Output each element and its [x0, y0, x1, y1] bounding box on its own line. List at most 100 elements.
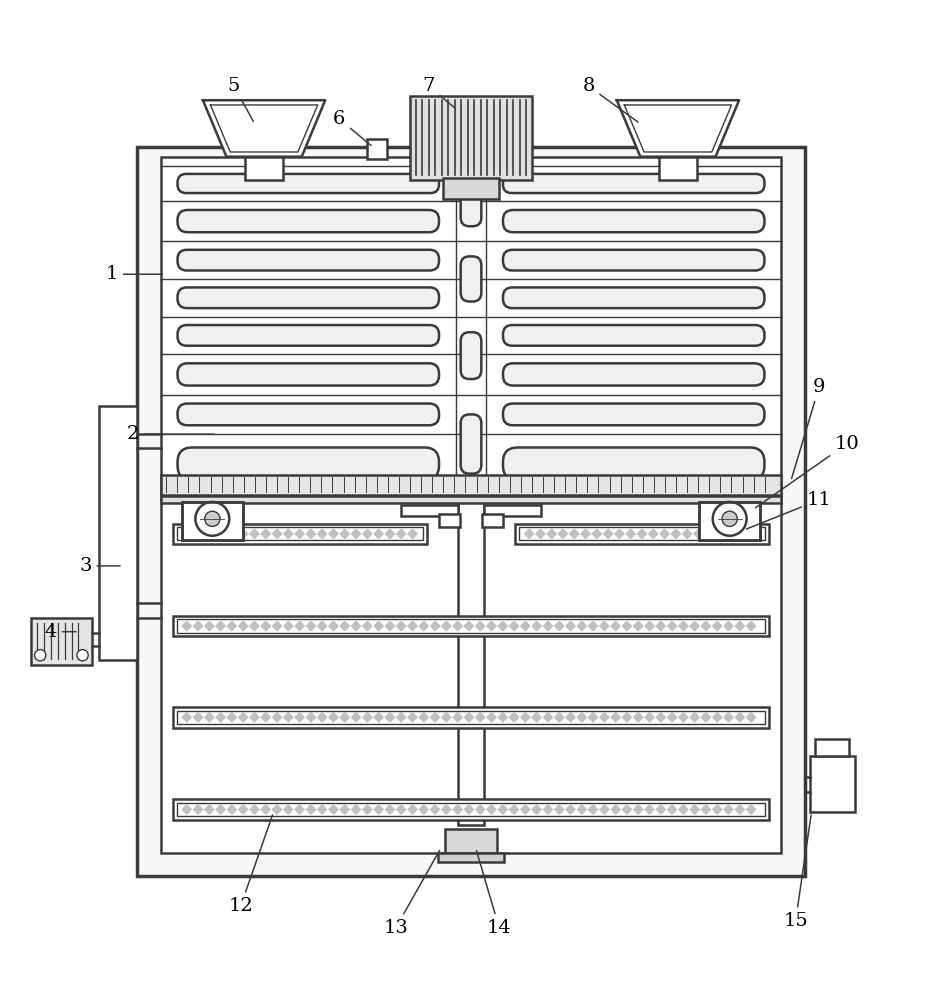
Polygon shape — [216, 529, 225, 539]
Polygon shape — [329, 713, 338, 722]
Polygon shape — [374, 713, 383, 722]
Bar — [176, 711, 766, 724]
Polygon shape — [295, 805, 304, 814]
Polygon shape — [284, 713, 293, 722]
Bar — [659, 157, 697, 180]
Polygon shape — [617, 100, 739, 157]
Polygon shape — [510, 713, 519, 722]
Polygon shape — [559, 529, 567, 539]
Bar — [699, 502, 760, 540]
Text: 8: 8 — [582, 77, 638, 122]
Polygon shape — [623, 805, 631, 814]
Text: 14: 14 — [477, 851, 512, 937]
Polygon shape — [442, 713, 451, 722]
FancyBboxPatch shape — [177, 404, 439, 425]
Polygon shape — [442, 805, 451, 814]
Polygon shape — [747, 713, 755, 722]
Text: 3: 3 — [79, 557, 121, 575]
Polygon shape — [544, 713, 552, 722]
Polygon shape — [227, 713, 236, 722]
Polygon shape — [306, 621, 316, 631]
Polygon shape — [683, 529, 691, 539]
Polygon shape — [736, 805, 744, 814]
Polygon shape — [204, 805, 214, 814]
Polygon shape — [544, 805, 552, 814]
Polygon shape — [657, 621, 665, 631]
Polygon shape — [374, 529, 383, 539]
Polygon shape — [668, 805, 676, 814]
Polygon shape — [250, 621, 259, 631]
Polygon shape — [690, 621, 699, 631]
FancyBboxPatch shape — [503, 325, 765, 346]
FancyBboxPatch shape — [461, 332, 481, 379]
Polygon shape — [600, 805, 609, 814]
FancyBboxPatch shape — [461, 256, 481, 302]
Polygon shape — [724, 621, 733, 631]
Polygon shape — [645, 621, 654, 631]
Polygon shape — [634, 713, 642, 722]
Polygon shape — [430, 621, 440, 631]
Polygon shape — [216, 713, 225, 722]
Polygon shape — [593, 529, 601, 539]
Polygon shape — [397, 529, 406, 539]
Text: 7: 7 — [422, 77, 455, 108]
Polygon shape — [261, 621, 270, 631]
Circle shape — [713, 502, 747, 536]
Polygon shape — [690, 805, 699, 814]
Polygon shape — [408, 529, 417, 539]
Polygon shape — [660, 529, 669, 539]
Polygon shape — [668, 621, 676, 631]
Bar — [401, 505, 458, 516]
Bar — [484, 505, 541, 516]
Polygon shape — [589, 805, 597, 814]
Text: 4: 4 — [44, 623, 76, 641]
Polygon shape — [317, 529, 327, 539]
Polygon shape — [238, 621, 248, 631]
Bar — [172, 616, 770, 636]
FancyBboxPatch shape — [177, 250, 439, 270]
Polygon shape — [581, 529, 590, 539]
Polygon shape — [430, 713, 440, 722]
Polygon shape — [272, 713, 282, 722]
Polygon shape — [182, 621, 191, 631]
Polygon shape — [295, 529, 304, 539]
Polygon shape — [672, 529, 680, 539]
Polygon shape — [250, 529, 259, 539]
Polygon shape — [419, 805, 429, 814]
Polygon shape — [577, 713, 586, 722]
Polygon shape — [284, 805, 293, 814]
Polygon shape — [566, 805, 575, 814]
Polygon shape — [623, 621, 631, 631]
Bar — [182, 502, 243, 540]
Polygon shape — [657, 713, 665, 722]
Polygon shape — [600, 713, 609, 722]
Bar — [439, 514, 460, 527]
Polygon shape — [521, 621, 530, 631]
Polygon shape — [547, 529, 556, 539]
Polygon shape — [295, 713, 304, 722]
Polygon shape — [464, 621, 474, 631]
Polygon shape — [532, 805, 541, 814]
Polygon shape — [340, 713, 349, 722]
Circle shape — [723, 511, 738, 526]
Polygon shape — [329, 805, 338, 814]
Polygon shape — [649, 529, 658, 539]
Polygon shape — [397, 621, 406, 631]
Polygon shape — [284, 529, 293, 539]
FancyBboxPatch shape — [461, 181, 481, 226]
Polygon shape — [668, 713, 676, 722]
Circle shape — [195, 502, 229, 536]
Polygon shape — [498, 713, 508, 722]
Polygon shape — [182, 529, 191, 539]
Polygon shape — [604, 529, 612, 539]
Polygon shape — [476, 713, 485, 722]
Polygon shape — [227, 621, 236, 631]
Polygon shape — [615, 529, 624, 539]
Polygon shape — [363, 805, 372, 814]
Bar — [160, 157, 782, 853]
Polygon shape — [476, 621, 485, 631]
Polygon shape — [544, 621, 552, 631]
Polygon shape — [476, 805, 485, 814]
Bar — [458, 500, 484, 825]
FancyBboxPatch shape — [177, 325, 439, 346]
